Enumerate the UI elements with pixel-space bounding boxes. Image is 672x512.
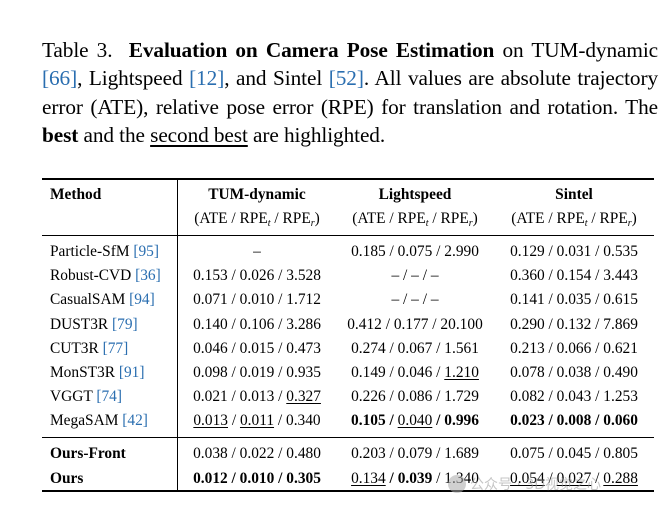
watermark: 公众号 · 3D视觉之心 xyxy=(448,474,601,494)
best-value: 0.039 xyxy=(397,470,433,487)
second-best-value: 1.210 xyxy=(444,364,479,381)
citation-link[interactable]: [52] xyxy=(328,66,364,91)
citation-link[interactable]: [66] xyxy=(42,66,78,91)
table-row-method: MegaSAM [42] xyxy=(50,412,148,429)
table-cell: 0.203 / 0.079 / 1.689 xyxy=(351,445,479,462)
best-value: 0.996 xyxy=(444,412,479,429)
caption-title: Evaluation on Camera Pose Estimation xyxy=(128,38,495,62)
caption-text: . All values are absolute trajectory err… xyxy=(42,66,658,119)
table-row-method: Particle-SfM [95] xyxy=(50,243,160,260)
second-best-value: 0.011 xyxy=(239,412,275,429)
table-cell: 0.213 / 0.066 / 0.621 xyxy=(510,340,638,357)
table-cell: 0.412 / 0.177 / 20.100 xyxy=(347,316,483,333)
citation-link[interactable]: [91] xyxy=(118,364,145,381)
table-cell: 0.098 / 0.019 / 0.935 xyxy=(193,364,321,381)
caption-text: and the xyxy=(78,123,151,148)
table-top-rule xyxy=(42,178,654,180)
citation-link[interactable]: [77] xyxy=(102,340,129,357)
table-cell: 0.153 / 0.026 / 3.528 xyxy=(193,267,321,284)
second-best-value: 0.288 xyxy=(603,470,638,487)
second-best-value: 0.134 xyxy=(351,470,386,487)
caption-text: are highlighted. xyxy=(247,123,386,148)
table-cell: – xyxy=(253,243,261,260)
citation-link[interactable]: [74] xyxy=(96,388,122,405)
best-value: 0.105 xyxy=(351,412,386,429)
table-cell: 0.105 / 0.040 / 0.996 xyxy=(351,412,479,429)
header-method: Method xyxy=(50,186,102,203)
table-row-method: CUT3R [77] xyxy=(50,340,129,357)
header-metric-subtitle: (ATE / RPEt / RPEr) xyxy=(194,210,320,229)
caption-text: on TUM-dynamic xyxy=(494,38,659,62)
header-lightspeed: Lightspeed xyxy=(378,186,452,203)
citation-link[interactable]: [42] xyxy=(122,412,148,429)
caption-second-best: second best xyxy=(150,123,248,148)
caption-best: best xyxy=(42,123,79,148)
table-cell: 0.021 / 0.013 / 0.327 xyxy=(193,388,321,405)
table-cell: 0.075 / 0.045 / 0.805 xyxy=(510,445,638,462)
table-cell: 0.185 / 0.075 / 2.990 xyxy=(351,243,479,260)
table-row-method: MonST3R [91] xyxy=(50,364,145,381)
table-cell: 0.141 / 0.035 / 0.615 xyxy=(510,291,638,308)
citation-link[interactable]: [79] xyxy=(112,316,138,333)
table-cell: 0.071 / 0.010 / 1.712 xyxy=(193,291,321,308)
table-row-method: CasualSAM [94] xyxy=(50,291,155,308)
table-cell: 0.140 / 0.106 / 3.286 xyxy=(193,316,321,333)
header-metric-subtitle: (ATE / RPEt / RPEr) xyxy=(352,210,478,229)
second-best-value: 0.040 xyxy=(397,412,433,429)
table-row-method: Ours-Front xyxy=(50,445,126,462)
table-mid-rule xyxy=(42,437,654,438)
second-best-value: 0.327 xyxy=(286,388,321,405)
table-vertical-rule xyxy=(177,180,178,490)
table-cell: 0.013 / 0.011 / 0.340 xyxy=(193,412,321,429)
table-cell: 0.082 / 0.043 / 1.253 xyxy=(510,388,638,405)
table-cell: – / – / – xyxy=(391,267,439,284)
table-row-method: Ours xyxy=(50,470,84,487)
second-best-value: 0.013 xyxy=(193,412,228,429)
table-cell: 0.054 / 0.027 / 0.288 xyxy=(510,470,638,487)
best-value: 0.023 / 0.008 / 0.060 xyxy=(510,412,638,429)
table-cell: 0.046 / 0.015 / 0.473 xyxy=(193,340,321,357)
header-sintel: Sintel xyxy=(555,186,593,203)
second-best-value: 0.054 xyxy=(510,470,545,487)
citation-link[interactable]: [95] xyxy=(133,243,160,260)
table-bottom-rule xyxy=(42,490,654,492)
citation-link[interactable]: [12] xyxy=(189,66,225,91)
caption-label: Table 3. xyxy=(42,38,113,62)
table-caption: Table 3. Evaluation on Camera Pose Estim… xyxy=(42,36,658,150)
header-metric-subtitle: (ATE / RPEt / RPEr) xyxy=(511,210,637,229)
citation-link[interactable]: [36] xyxy=(135,267,161,284)
table-row-method: VGGT [74] xyxy=(50,388,122,405)
table-cell: 0.226 / 0.086 / 1.729 xyxy=(351,388,479,405)
table-row-method: Robust-CVD [36] xyxy=(50,267,161,284)
caption-text: , Lightspeed xyxy=(77,66,190,91)
table-row-method: DUST3R [79] xyxy=(50,316,138,333)
table-cell: 0.149 / 0.046 / 1.210 xyxy=(351,364,479,381)
best-value: 0.012 / 0.010 / 0.305 xyxy=(193,470,321,487)
citation-link[interactable]: [94] xyxy=(129,291,155,308)
wechat-icon xyxy=(448,475,466,493)
table-cell: 0.290 / 0.132 / 7.869 xyxy=(510,316,638,333)
table-cell: 0.129 / 0.031 / 0.535 xyxy=(510,243,638,260)
caption-text: , and Sintel xyxy=(224,66,329,91)
second-best-value: 0.027 xyxy=(556,470,592,487)
header-tum-dynamic: TUM-dynamic xyxy=(208,186,306,203)
table-cell: – / – / – xyxy=(391,291,439,308)
table-cell: 0.274 / 0.067 / 1.561 xyxy=(351,340,479,357)
table-header-rule xyxy=(42,235,654,236)
table-cell: 0.038 / 0.022 / 0.480 xyxy=(193,445,321,462)
table-cell: 0.078 / 0.038 / 0.490 xyxy=(510,364,638,381)
table-cell: 0.360 / 0.154 / 3.443 xyxy=(510,267,638,284)
